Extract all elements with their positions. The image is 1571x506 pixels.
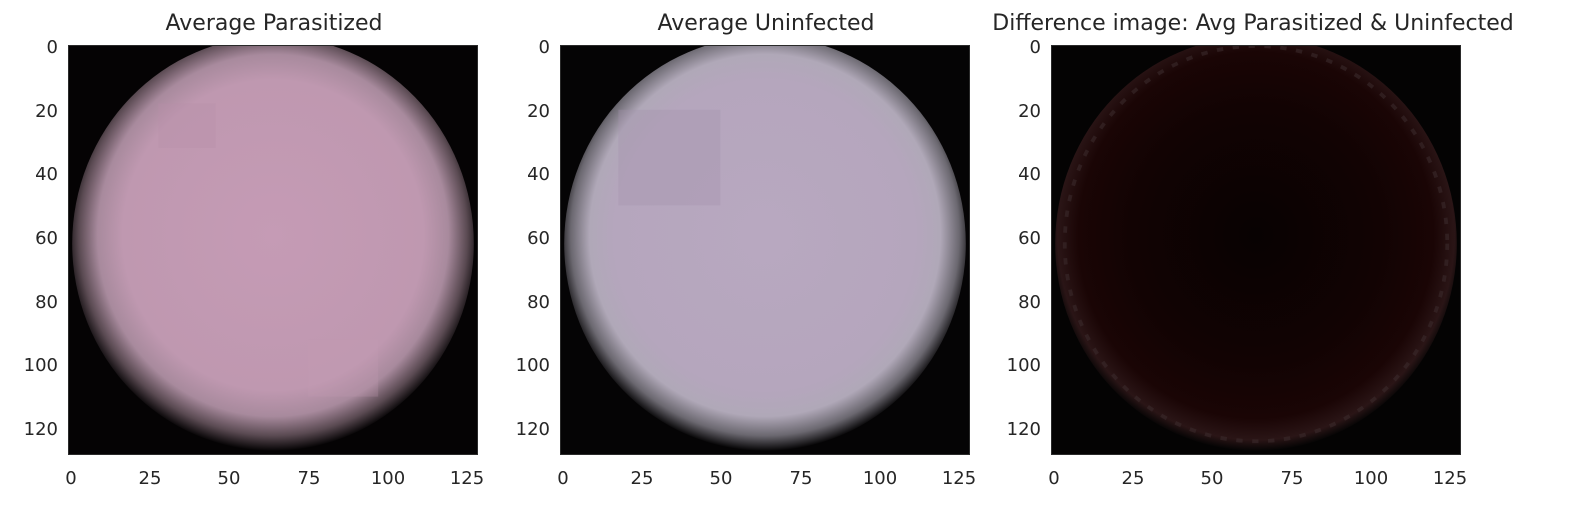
average-parasitized-image xyxy=(68,45,478,455)
panel-average-uninfected: Average Uninfected 0 20 xyxy=(492,0,992,506)
panel-title: Average Parasitized xyxy=(165,11,383,36)
y-tick-label: 100 xyxy=(1006,355,1041,376)
x-tick-label: 75 xyxy=(1280,468,1304,489)
y-tick-label: 80 xyxy=(35,292,58,313)
y-tick-label: 100 xyxy=(23,355,58,376)
y-tick-label: 20 xyxy=(527,101,550,122)
x-tick-label: 100 xyxy=(1353,468,1389,489)
x-tick-label: 125 xyxy=(1432,468,1468,489)
y-tick-label: 80 xyxy=(527,292,550,313)
average-uninfected-image xyxy=(560,45,970,455)
y-tick-label: 40 xyxy=(527,164,550,185)
y-tick-label: 20 xyxy=(1018,101,1041,122)
y-tick-label: 120 xyxy=(1006,419,1041,440)
panel-title: Average Uninfected xyxy=(657,11,875,36)
x-tick-label: 25 xyxy=(630,468,654,489)
y-tick-label: 40 xyxy=(35,164,58,185)
x-tick-label: 125 xyxy=(941,468,977,489)
y-tick-label: 0 xyxy=(46,37,58,58)
y-tick-label: 60 xyxy=(1018,228,1041,249)
y-tick-label: 100 xyxy=(515,355,550,376)
difference-image xyxy=(1051,45,1461,455)
y-tick-label: 20 xyxy=(35,101,58,122)
panel-average-parasitized: Average Parasitized 0 xyxy=(0,0,500,506)
x-tick-label: 50 xyxy=(709,468,733,489)
panel-title: Difference image: Avg Parasitized & Unin… xyxy=(992,11,1514,36)
y-tick-label: 80 xyxy=(1018,292,1041,313)
x-tick-label: 50 xyxy=(217,468,241,489)
x-tick-label: 50 xyxy=(1200,468,1224,489)
y-tick-label: 0 xyxy=(538,37,550,58)
panel-difference-image: Difference image: Avg Parasitized & Unin… xyxy=(983,0,1513,506)
x-tick-label: 0 xyxy=(1048,468,1060,489)
x-tick-label: 100 xyxy=(370,468,406,489)
y-tick-label: 120 xyxy=(23,419,58,440)
x-tick-label: 0 xyxy=(65,468,77,489)
x-tick-label: 25 xyxy=(138,468,162,489)
x-tick-label: 0 xyxy=(557,468,569,489)
x-tick-label: 75 xyxy=(297,468,321,489)
x-tick-label: 75 xyxy=(789,468,813,489)
x-tick-label: 125 xyxy=(449,468,485,489)
x-tick-label: 100 xyxy=(862,468,898,489)
y-tick-label: 60 xyxy=(527,228,550,249)
x-tick-label: 25 xyxy=(1121,468,1145,489)
y-tick-label: 40 xyxy=(1018,164,1041,185)
y-tick-label: 0 xyxy=(1029,37,1041,58)
y-tick-label: 60 xyxy=(35,228,58,249)
y-tick-label: 120 xyxy=(515,419,550,440)
